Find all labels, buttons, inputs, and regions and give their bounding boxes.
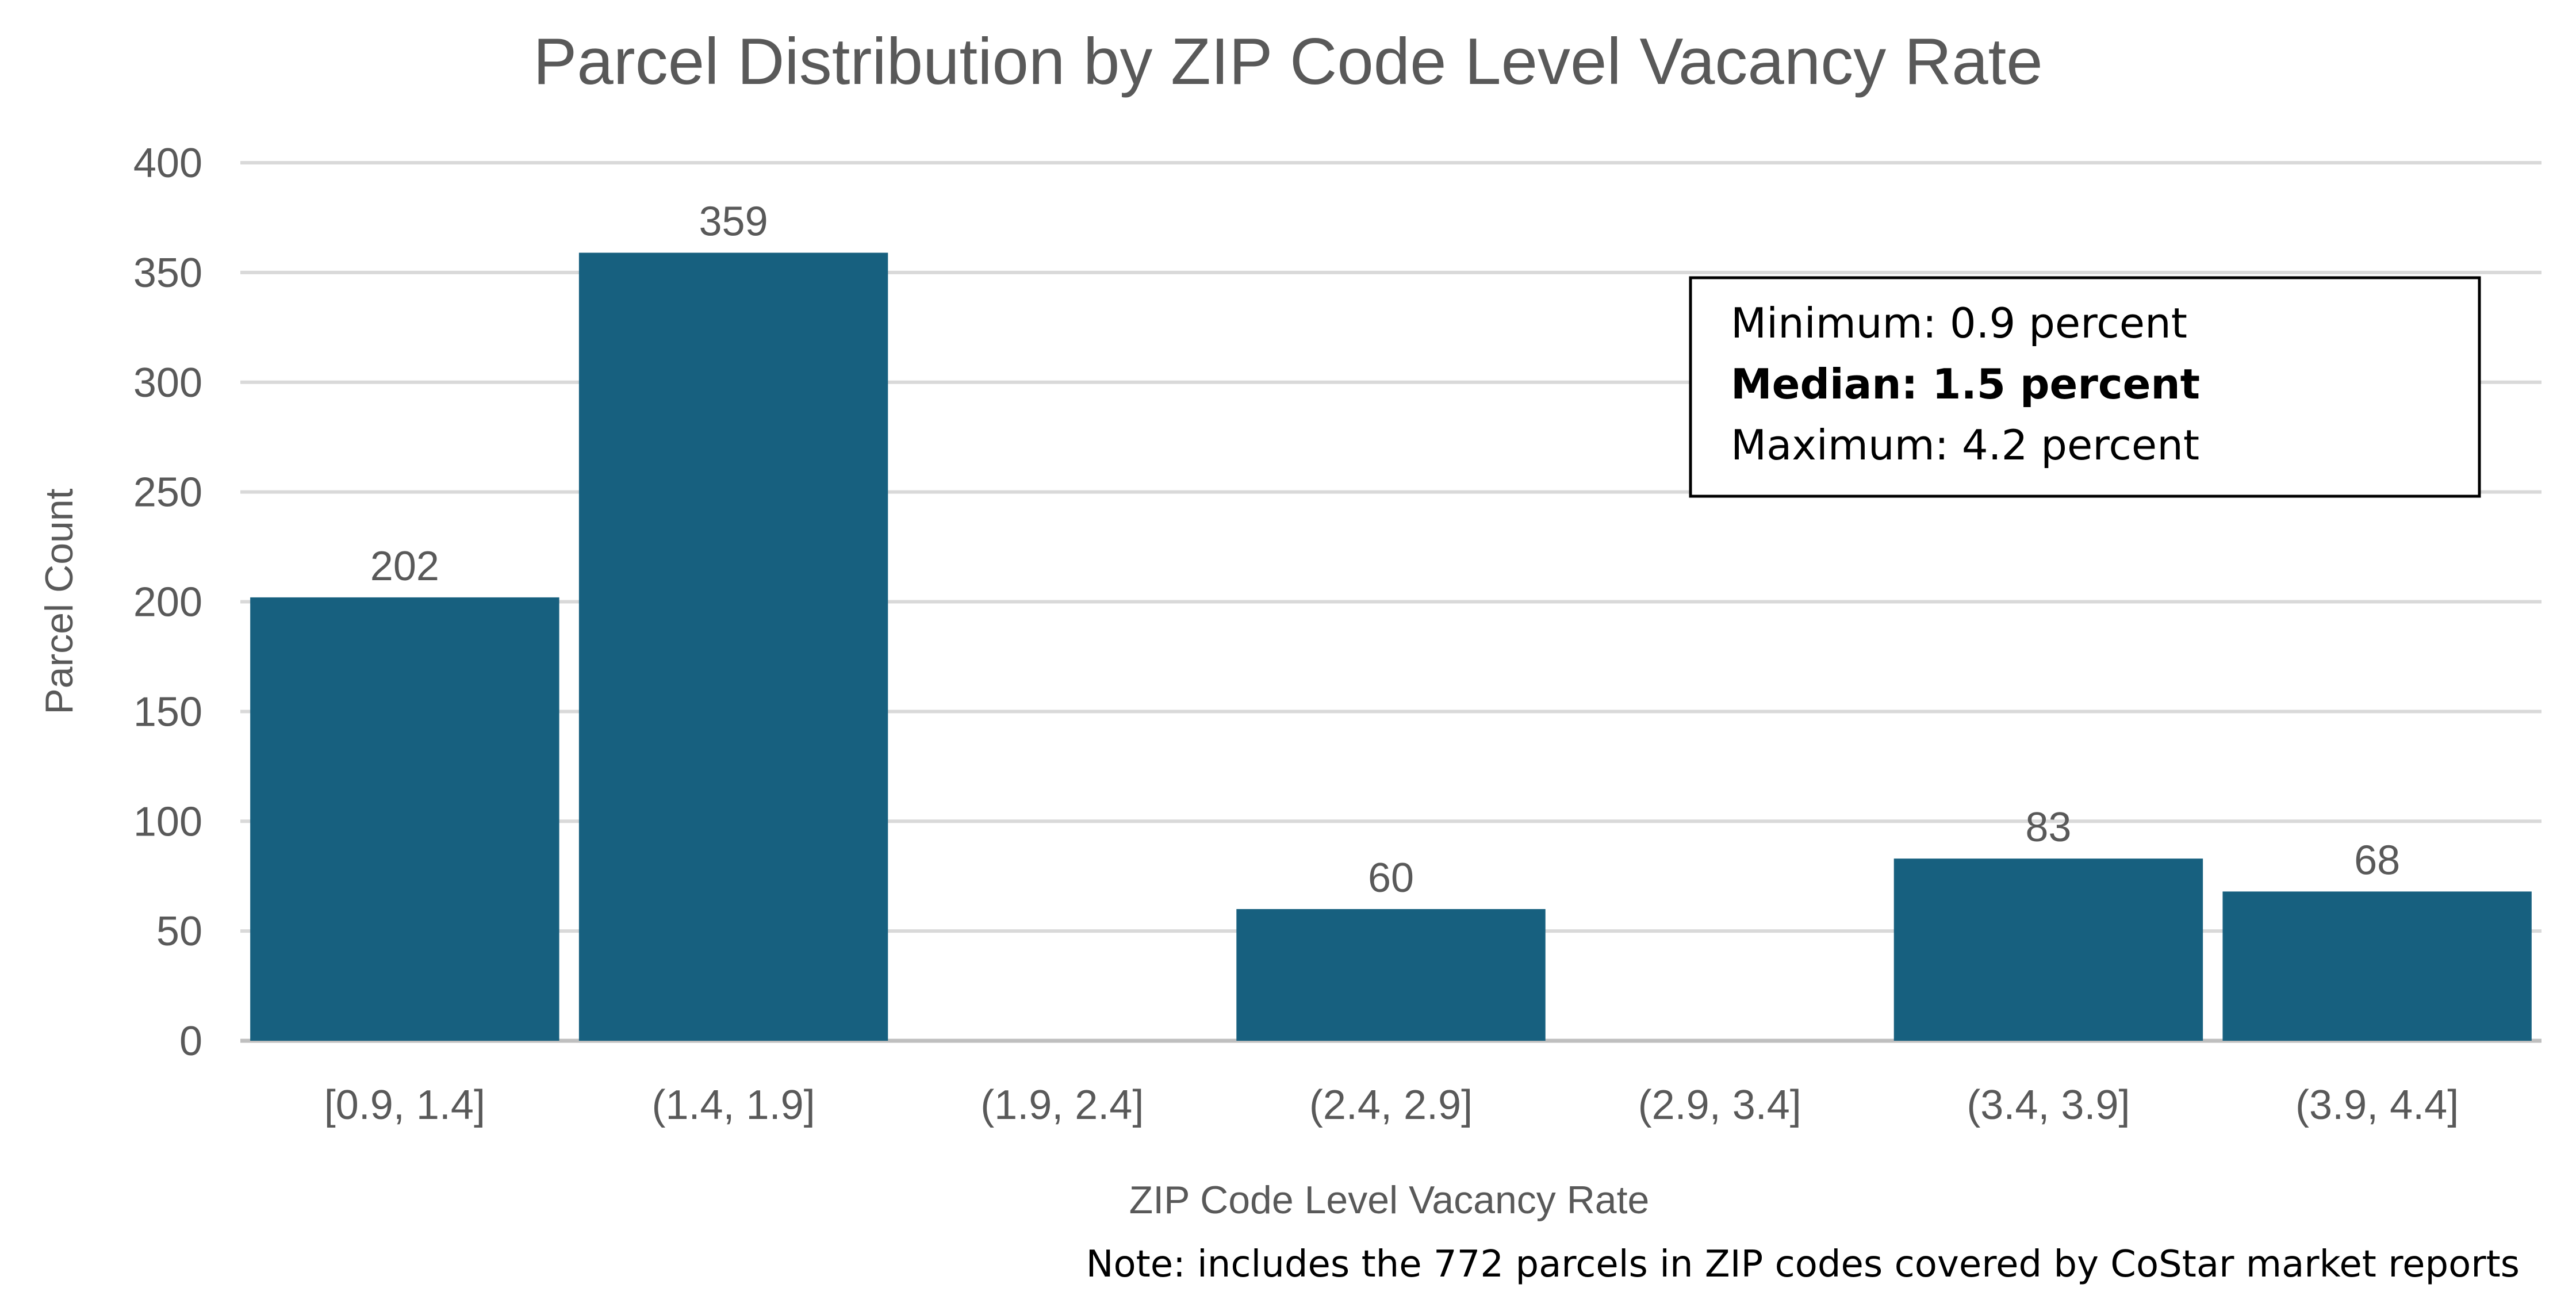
y-axis-title: Parcel Count — [37, 488, 81, 714]
stats-maximum: Maximum: 4.2 percent — [1731, 421, 2199, 469]
x-tick-label: (2.9, 3.4] — [1638, 1082, 1801, 1128]
x-tick-label: (2.4, 2.9] — [1309, 1082, 1473, 1128]
bar-value-label: 359 — [699, 199, 768, 245]
x-tick-label: (3.4, 3.9] — [1966, 1082, 2130, 1128]
bar — [1893, 858, 2203, 1041]
data-labels: 202 359 60 83 68 — [370, 199, 2400, 901]
bar-value-label: 68 — [2354, 837, 2400, 883]
y-axis-ticks: 0 50 100 150 200 250 300 350 400 — [133, 140, 202, 1064]
y-tick-label: 400 — [133, 140, 202, 186]
bar — [2222, 891, 2532, 1041]
x-axis-title: ZIP Code Level Vacancy Rate — [1129, 1178, 1650, 1222]
y-tick-label: 200 — [133, 580, 202, 626]
y-tick-label: 0 — [179, 1018, 202, 1064]
x-tick-label: (1.9, 2.4] — [980, 1082, 1144, 1128]
bar — [250, 597, 559, 1041]
y-tick-label: 150 — [133, 689, 202, 735]
stats-box-border — [1689, 276, 2481, 498]
y-tick-label: 250 — [133, 470, 202, 516]
bar-value-label: 83 — [2025, 804, 2071, 850]
bar — [578, 252, 888, 1041]
x-tick-label: (1.4, 1.9] — [651, 1082, 815, 1128]
bar-value-label: 202 — [370, 543, 439, 589]
stats-box: Minimum: 0.9 percent Median: 1.5 percent… — [1689, 276, 2481, 498]
bars — [250, 252, 2532, 1041]
y-tick-label: 300 — [133, 360, 202, 406]
y-tick-label: 50 — [156, 909, 202, 955]
x-tick-label: (3.9, 4.4] — [2295, 1082, 2459, 1128]
bar-value-label: 60 — [1368, 855, 1414, 901]
y-tick-label: 100 — [133, 799, 202, 845]
y-tick-label: 350 — [133, 250, 202, 296]
footnote: Note: includes the 772 parcels in ZIP co… — [1086, 1243, 2520, 1286]
bar — [1236, 909, 1546, 1041]
stats-minimum: Minimum: 0.9 percent — [1731, 299, 2187, 347]
stats-median: Median: 1.5 percent — [1731, 360, 2200, 408]
x-tick-label: [0.9, 1.4] — [324, 1082, 485, 1128]
x-axis-ticks: [0.9, 1.4] (1.4, 1.9] (1.9, 2.4] (2.4, 2.9]… — [324, 1082, 2459, 1128]
chart-title: Parcel Distribution by ZIP Code Level Va… — [533, 25, 2042, 98]
